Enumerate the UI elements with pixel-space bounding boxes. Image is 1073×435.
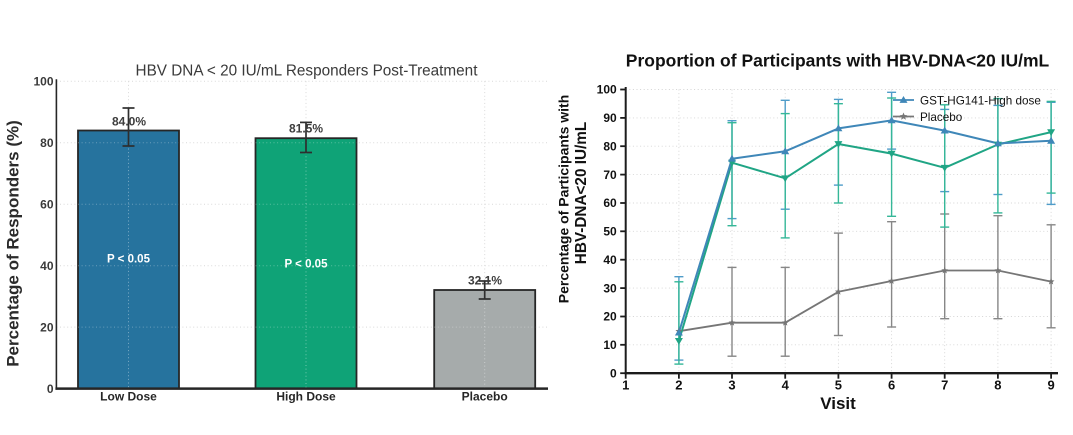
svg-text:84.0%: 84.0% — [112, 115, 146, 129]
svg-text:60: 60 — [603, 196, 617, 210]
svg-text:3: 3 — [728, 378, 735, 393]
svg-text:80: 80 — [40, 136, 54, 150]
svg-text:80: 80 — [603, 139, 617, 153]
svg-text:7: 7 — [941, 378, 948, 393]
svg-text:0: 0 — [47, 382, 54, 396]
svg-text:90: 90 — [603, 111, 617, 125]
svg-text:20: 20 — [40, 320, 54, 334]
svg-text:2: 2 — [675, 378, 682, 393]
svg-text:Percentage of Participants wit: Percentage of Participants with — [556, 95, 572, 304]
svg-text:High Dose: High Dose — [276, 390, 336, 404]
svg-text:4: 4 — [782, 378, 790, 393]
svg-text:Low Dose: Low Dose — [100, 390, 157, 404]
svg-text:20: 20 — [603, 310, 617, 324]
svg-text:60: 60 — [40, 198, 54, 212]
svg-text:Placebo: Placebo — [920, 111, 963, 124]
svg-text:HBV DNA < 20 IU/mL Responders: HBV DNA < 20 IU/mL Responders Post-Treat… — [136, 63, 479, 80]
svg-text:Placebo: Placebo — [462, 390, 508, 404]
svg-text:Visit: Visit — [820, 394, 856, 413]
svg-text:40: 40 — [40, 259, 54, 273]
svg-text:40: 40 — [603, 253, 617, 267]
svg-text:81.5%: 81.5% — [289, 122, 323, 136]
svg-text:0: 0 — [610, 366, 617, 380]
svg-text:P < 0.05: P < 0.05 — [107, 254, 151, 266]
svg-text:Percentage of Responders (%): Percentage of Responders (%) — [4, 120, 23, 367]
svg-text:100: 100 — [597, 83, 617, 97]
svg-text:70: 70 — [603, 168, 617, 182]
svg-text:6: 6 — [888, 378, 895, 393]
svg-text:P < 0.05: P < 0.05 — [285, 259, 329, 271]
svg-text:10: 10 — [603, 338, 617, 352]
svg-text:HBV-DNA<20 IU/mL: HBV-DNA<20 IU/mL — [573, 122, 590, 264]
svg-text:1: 1 — [622, 378, 629, 393]
svg-text:8: 8 — [994, 378, 1001, 393]
svg-text:30: 30 — [603, 281, 617, 295]
svg-text:9: 9 — [1047, 378, 1054, 393]
svg-text:Proportion of Participants wit: Proportion of Participants with HBV-DNA<… — [626, 51, 1050, 71]
svg-text:32.1%: 32.1% — [468, 274, 502, 288]
svg-text:50: 50 — [603, 225, 617, 239]
svg-text:100: 100 — [33, 75, 53, 89]
svg-text:5: 5 — [835, 378, 842, 393]
svg-text:GST-HG141-High dose: GST-HG141-High dose — [920, 95, 1041, 108]
